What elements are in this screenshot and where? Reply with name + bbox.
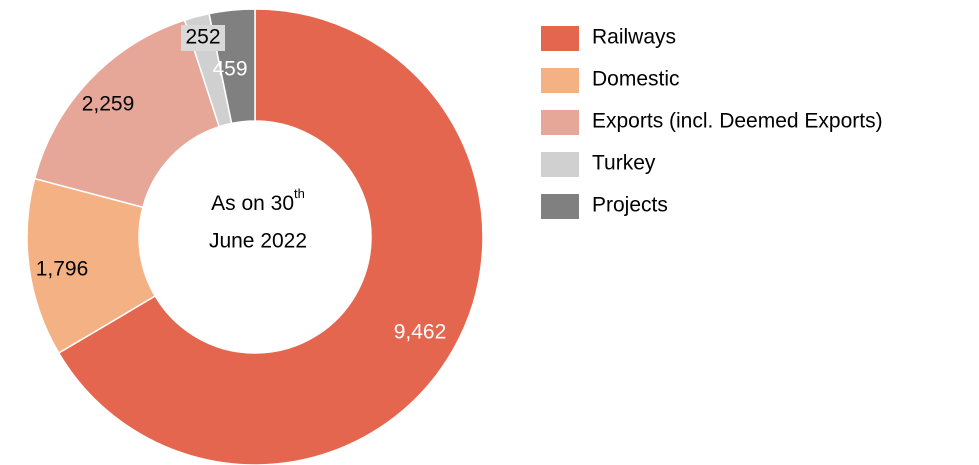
center-superscript: th: [294, 186, 305, 201]
legend-label: Turkey: [592, 152, 656, 175]
legend-label: Exports (incl. Deemed Exports): [592, 110, 883, 133]
legend-swatch: [541, 110, 579, 135]
legend-label: Projects: [592, 194, 668, 217]
data-label: 9,462: [394, 321, 447, 344]
legend-swatch: [541, 68, 579, 93]
center-text: As on 30th: [211, 186, 305, 214]
legend-label: Domestic: [592, 68, 680, 91]
legend-swatch: [541, 194, 579, 219]
data-label: 459: [212, 58, 247, 81]
slice: [33, 19, 221, 209]
data-label: 2,259: [82, 93, 135, 116]
center-line: June 2022: [209, 230, 307, 253]
center-line: As on 30: [211, 192, 294, 215]
legend-swatch: [541, 152, 579, 177]
legend-swatch: [541, 26, 579, 51]
label-background: [181, 25, 225, 51]
data-label: 252: [185, 26, 220, 49]
legend-label: Railways: [592, 26, 676, 49]
slice: [57, 8, 484, 465]
data-label: 1,796: [36, 258, 89, 281]
